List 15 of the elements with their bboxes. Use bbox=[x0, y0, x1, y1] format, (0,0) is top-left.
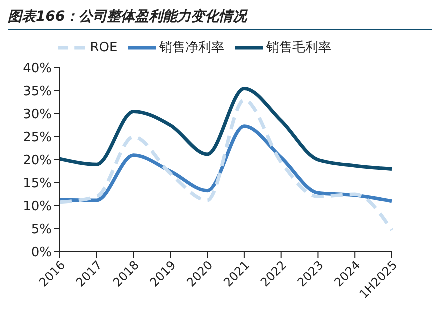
y-tick-label: 5% bbox=[31, 222, 52, 238]
legend-label: ROE bbox=[90, 40, 118, 56]
y-tick-label: 30% bbox=[23, 108, 52, 123]
y-tick-label: 10% bbox=[23, 200, 52, 215]
legend-label: 销售毛利率 bbox=[266, 40, 332, 56]
y-tick-label: 25% bbox=[23, 130, 52, 146]
line-series bbox=[58, 86, 394, 171]
chart-title: 图表166：公司整体盈利能力变化情况 bbox=[8, 8, 432, 30]
y-tick-label: 40% bbox=[23, 62, 52, 77]
y-tick-label: 20% bbox=[23, 154, 52, 169]
legend-label: 销售净利率 bbox=[160, 40, 225, 56]
y-tick-label: 0% bbox=[31, 246, 52, 261]
y-tick-label: 35% bbox=[23, 84, 52, 100]
y-tick-label: 15% bbox=[23, 176, 52, 192]
line-series bbox=[58, 98, 394, 232]
